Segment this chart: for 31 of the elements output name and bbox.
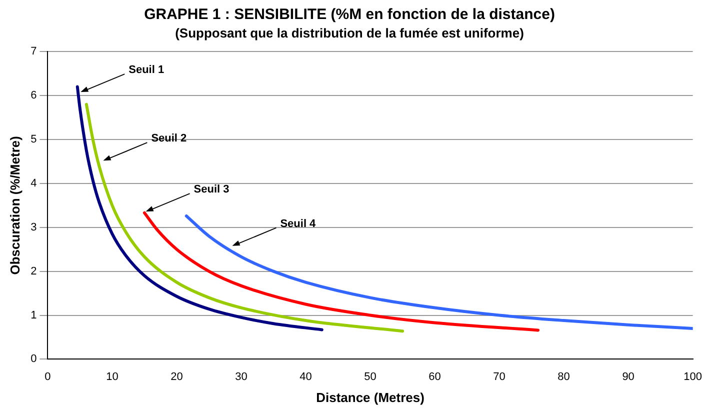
y-tick-label: 6 bbox=[30, 90, 37, 102]
line-series bbox=[84, 102, 404, 333]
x-tick-label: 50 bbox=[364, 370, 376, 383]
line-series bbox=[142, 211, 540, 332]
x-axis-title: Distance (Metres) bbox=[316, 390, 424, 405]
x-tick-label: 90 bbox=[622, 370, 634, 383]
chart-title: GRAPHE 1 : SENSIBILITE (%M en fonction de la distance) bbox=[144, 6, 555, 24]
y-tick-label: 5 bbox=[30, 134, 37, 146]
chart-subtitle: (Supposant que la distribution de la fumée est uniforme) bbox=[175, 25, 524, 40]
y-tick-label: 7 bbox=[30, 46, 37, 58]
x-tick-label: 60 bbox=[428, 370, 441, 383]
y-tick-label: 1 bbox=[30, 309, 37, 322]
x-tick-label: 30 bbox=[235, 370, 248, 383]
y-axis-title: Obscuration (%/Metre) bbox=[7, 136, 22, 275]
x-tick-label: 0 bbox=[44, 370, 51, 383]
annotation: Seuil 2 bbox=[151, 132, 187, 145]
line-series bbox=[76, 85, 324, 332]
x-tick-label: 10 bbox=[106, 370, 118, 383]
x-tick-label: 100 bbox=[684, 370, 702, 383]
annotation: Seuil 3 bbox=[194, 184, 230, 196]
y-tick-label: 4 bbox=[30, 177, 37, 190]
line-series bbox=[184, 214, 693, 330]
annotation: Seuil 4 bbox=[280, 218, 317, 230]
x-tick-label: 40 bbox=[300, 370, 312, 383]
x-tick-label: 20 bbox=[170, 370, 183, 383]
y-tick-label: 2 bbox=[30, 265, 37, 278]
y-tick-label: 0 bbox=[30, 353, 37, 366]
x-tick-label: 80 bbox=[558, 370, 570, 383]
y-tick-label: 3 bbox=[30, 221, 37, 234]
x-tick-label: 70 bbox=[493, 370, 506, 383]
annotation: Seuil 1 bbox=[128, 64, 164, 76]
